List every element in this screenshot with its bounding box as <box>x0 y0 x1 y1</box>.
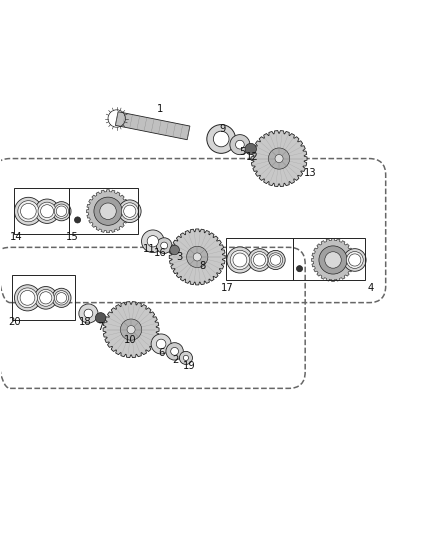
Polygon shape <box>103 302 159 358</box>
Circle shape <box>346 252 363 269</box>
Circle shape <box>248 249 271 271</box>
Circle shape <box>18 200 39 222</box>
Circle shape <box>180 351 192 365</box>
Circle shape <box>20 290 35 305</box>
Circle shape <box>349 254 361 266</box>
Text: 14: 14 <box>11 232 23 242</box>
Polygon shape <box>115 112 190 140</box>
Circle shape <box>230 135 250 155</box>
Text: 6: 6 <box>159 348 165 358</box>
Circle shape <box>343 249 366 271</box>
Circle shape <box>156 238 172 254</box>
Text: 13: 13 <box>304 168 317 178</box>
Circle shape <box>275 155 283 163</box>
Circle shape <box>193 253 201 261</box>
Circle shape <box>127 326 135 334</box>
Circle shape <box>38 202 56 220</box>
Circle shape <box>253 254 265 266</box>
Circle shape <box>56 206 67 216</box>
Circle shape <box>100 203 116 220</box>
Text: 2: 2 <box>172 355 179 365</box>
Circle shape <box>184 356 188 360</box>
Circle shape <box>95 313 106 323</box>
Polygon shape <box>311 238 354 281</box>
Circle shape <box>118 200 141 223</box>
Circle shape <box>319 246 347 274</box>
Circle shape <box>166 343 184 360</box>
Text: 11: 11 <box>143 244 156 254</box>
Text: 16: 16 <box>154 248 167 259</box>
Circle shape <box>35 199 59 223</box>
Circle shape <box>233 253 247 267</box>
Circle shape <box>56 293 67 303</box>
Circle shape <box>124 205 136 217</box>
Circle shape <box>84 309 93 318</box>
Text: 10: 10 <box>124 335 136 345</box>
Circle shape <box>270 255 281 265</box>
Circle shape <box>14 197 42 225</box>
Circle shape <box>35 287 57 309</box>
Circle shape <box>236 140 244 149</box>
Text: 17: 17 <box>220 283 233 293</box>
Text: 8: 8 <box>199 261 205 271</box>
Circle shape <box>268 148 290 169</box>
Text: 1: 1 <box>157 104 163 114</box>
Circle shape <box>156 339 166 349</box>
Circle shape <box>151 334 171 354</box>
Circle shape <box>18 288 37 308</box>
Circle shape <box>21 204 36 219</box>
Circle shape <box>230 251 250 270</box>
Circle shape <box>54 290 69 305</box>
Text: 19: 19 <box>183 361 196 371</box>
Text: 9: 9 <box>219 124 226 134</box>
Circle shape <box>245 143 256 155</box>
Text: 15: 15 <box>66 232 78 242</box>
Circle shape <box>52 201 71 221</box>
Text: 12: 12 <box>246 152 258 162</box>
Circle shape <box>54 204 69 219</box>
Circle shape <box>41 205 53 218</box>
Circle shape <box>213 131 229 147</box>
Text: 7: 7 <box>97 321 104 332</box>
Circle shape <box>79 304 98 323</box>
Circle shape <box>14 285 41 311</box>
Text: 3: 3 <box>176 252 182 262</box>
Circle shape <box>52 288 71 308</box>
Circle shape <box>325 252 341 268</box>
Circle shape <box>120 319 141 340</box>
Circle shape <box>94 197 122 225</box>
Circle shape <box>187 246 208 268</box>
Text: 4: 4 <box>367 283 374 293</box>
Circle shape <box>40 292 52 304</box>
Circle shape <box>297 265 303 272</box>
Circle shape <box>37 289 54 306</box>
Circle shape <box>141 230 164 253</box>
Circle shape <box>207 125 236 154</box>
Circle shape <box>266 251 285 270</box>
Circle shape <box>268 253 283 267</box>
Polygon shape <box>251 131 307 187</box>
Text: 18: 18 <box>79 317 91 327</box>
Circle shape <box>227 247 253 273</box>
Circle shape <box>171 348 179 356</box>
Text: 20: 20 <box>8 317 21 327</box>
Circle shape <box>161 242 168 249</box>
Circle shape <box>147 236 159 247</box>
Circle shape <box>74 217 81 223</box>
Circle shape <box>251 252 268 269</box>
Circle shape <box>170 245 180 255</box>
Polygon shape <box>169 229 225 285</box>
Circle shape <box>121 203 138 220</box>
Text: 5: 5 <box>239 148 246 157</box>
Polygon shape <box>87 190 130 233</box>
